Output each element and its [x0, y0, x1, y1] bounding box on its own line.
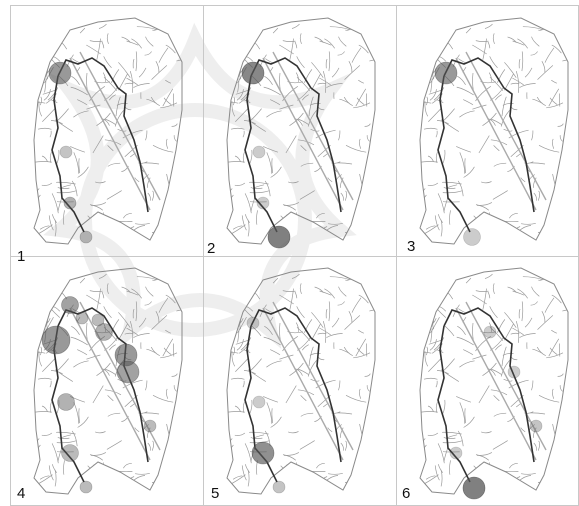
panel-label: 6	[402, 485, 410, 502]
main-route	[57, 307, 149, 463]
hotspot-circle	[434, 61, 458, 85]
hotspot-circle	[79, 480, 93, 494]
main-route	[57, 57, 149, 213]
hotspot-circle	[143, 419, 157, 433]
hotspot-circle	[57, 393, 75, 411]
district-outline	[419, 17, 569, 245]
hotspot-circle	[251, 441, 275, 465]
main-route	[443, 307, 535, 463]
hotspot-circle	[252, 145, 266, 159]
hotspot-circle	[79, 230, 93, 244]
west-route	[244, 75, 278, 233]
hotspot-circle	[252, 395, 266, 409]
hotspot-circle	[116, 360, 140, 384]
hotspot-circle	[59, 145, 73, 159]
district-outline	[226, 17, 376, 245]
hotspot-circle	[462, 476, 486, 500]
west-route	[437, 325, 471, 483]
hotspot-circle	[267, 225, 291, 249]
hotspot-circle	[246, 316, 260, 330]
district-outline	[33, 267, 183, 495]
panel-label: 5	[211, 485, 219, 502]
hotspot-circle	[91, 313, 105, 327]
panel-label: 1	[17, 248, 25, 265]
hotspot-circle	[449, 446, 463, 460]
hotspot-circle	[48, 61, 72, 85]
district-outline	[419, 267, 569, 495]
hotspot-circle	[61, 444, 79, 462]
panel-label: 2	[207, 240, 215, 257]
panel-label: 3	[407, 238, 415, 255]
panel-label: 4	[17, 485, 25, 502]
hotspot-circle	[61, 296, 79, 314]
hotspot-circle	[41, 325, 71, 355]
hotspot-circle	[463, 228, 481, 246]
hotspot-circle	[529, 419, 543, 433]
hotspot-circle	[483, 325, 497, 339]
west-route	[51, 325, 85, 483]
main-route	[250, 57, 342, 213]
hotspot-circle	[256, 196, 270, 210]
west-route	[51, 75, 85, 233]
main-route	[250, 307, 342, 463]
hotspot-circle	[507, 365, 521, 379]
hotspot-circle	[63, 196, 77, 210]
west-route	[437, 75, 471, 233]
map-panel-3	[419, 17, 569, 246]
hotspot-circle	[272, 480, 286, 494]
main-route	[443, 57, 535, 213]
hotspot-circle	[95, 323, 113, 341]
map-panel-5	[226, 267, 376, 495]
watermark	[43, 22, 357, 349]
district-outline	[226, 267, 376, 495]
hotspot-circle	[241, 61, 265, 85]
hotspot-circle	[75, 311, 89, 325]
map-panel-1	[33, 17, 183, 245]
district-outline	[33, 17, 183, 245]
map-panel-6	[419, 267, 569, 500]
